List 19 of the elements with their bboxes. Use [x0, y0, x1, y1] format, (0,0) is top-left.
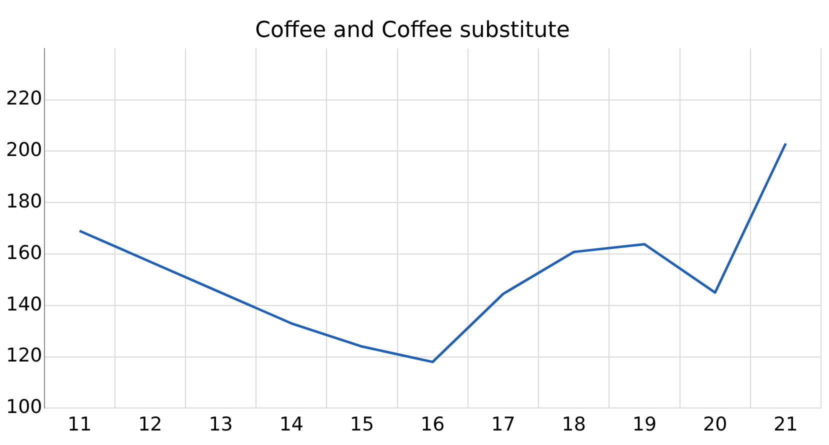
y-tick-label: 220: [6, 88, 42, 110]
y-tick-label: 100: [6, 396, 42, 418]
x-tick-label: 13: [208, 414, 233, 436]
x-tick-label: 21: [774, 414, 798, 436]
x-tick-label: 14: [279, 414, 304, 436]
y-tick-label: 160: [6, 242, 42, 264]
x-tick-label: 18: [562, 414, 586, 436]
x-tick-label: 12: [138, 414, 162, 436]
x-tick-label: 17: [491, 414, 516, 436]
y-tick-label: 120: [6, 344, 42, 367]
x-tick-label: 15: [350, 414, 374, 436]
x-tick-label: 11: [67, 414, 92, 436]
y-tick-label: 180: [6, 190, 42, 213]
y-tick-label: 140: [6, 293, 42, 316]
y-tick-label: 200: [6, 139, 42, 162]
x-tick-label: 20: [702, 414, 728, 436]
chart-title: Coffee and Coffee substitute: [255, 18, 570, 43]
x-tick-label: 16: [420, 414, 445, 436]
x-tick-label: 19: [632, 414, 657, 436]
